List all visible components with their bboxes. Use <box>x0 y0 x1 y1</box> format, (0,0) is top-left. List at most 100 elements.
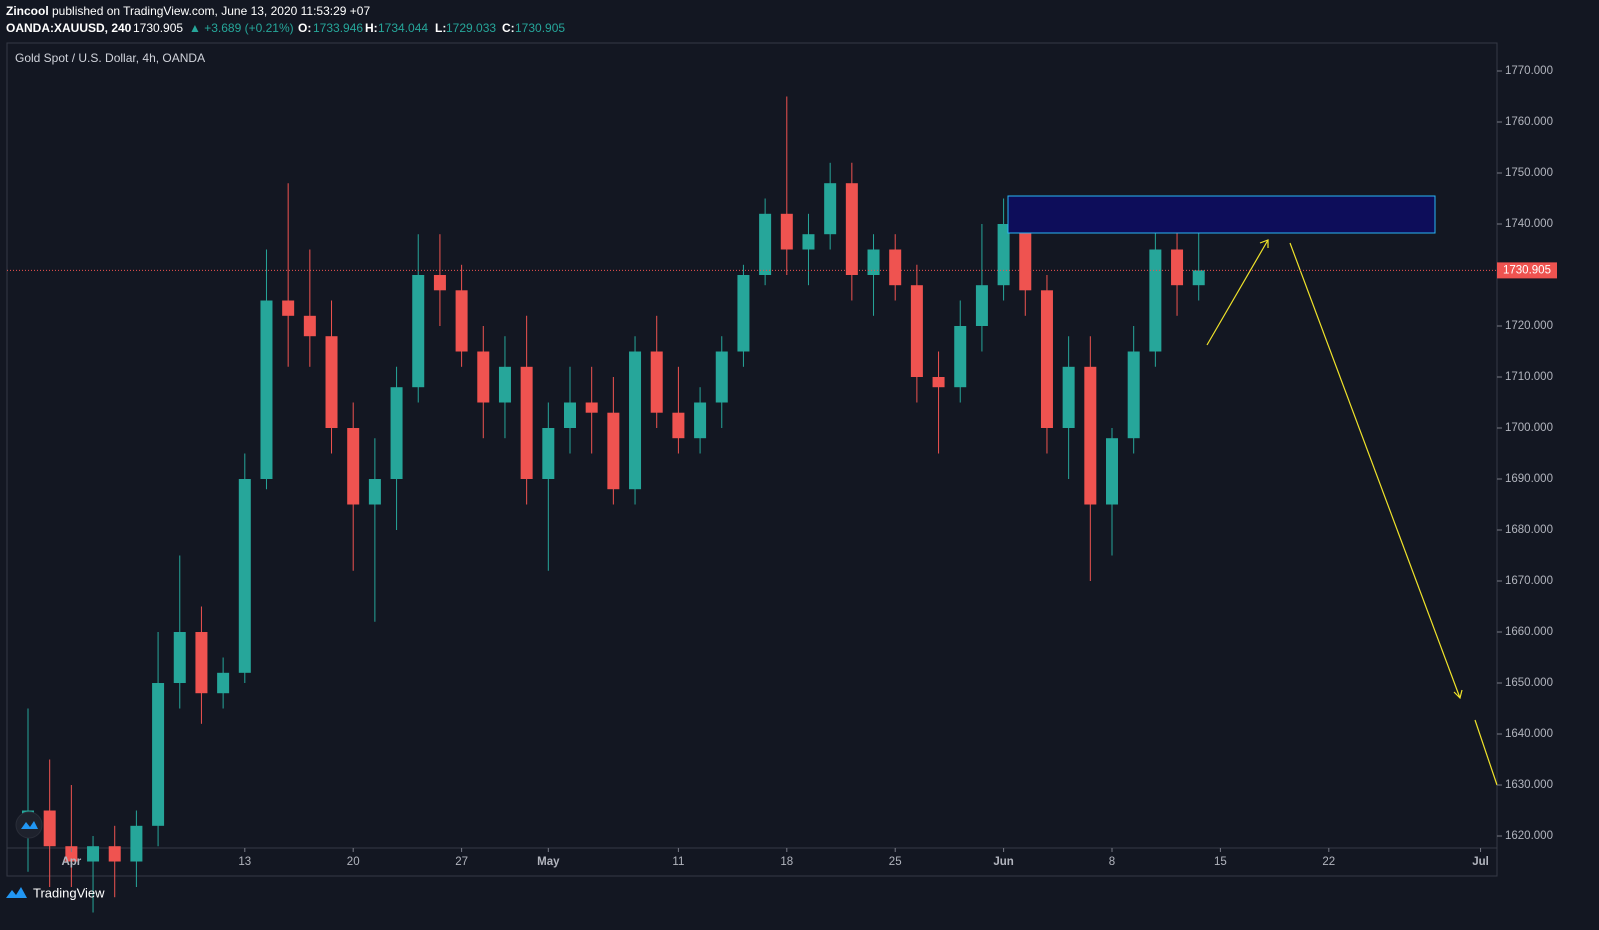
candle-body <box>845 183 858 276</box>
candle-body <box>780 213 793 250</box>
candle-body <box>260 300 273 480</box>
x-tick-label: 18 <box>780 856 793 868</box>
candle-body <box>1106 438 1118 505</box>
ohlc-value: 1734.044 <box>378 21 428 35</box>
y-tick-label: 1700.000 <box>1505 422 1553 434</box>
price: 1730.905 <box>133 21 183 35</box>
candle-body <box>455 290 468 352</box>
candle-body <box>802 234 815 250</box>
y-tick-label: 1710.000 <box>1505 371 1553 383</box>
candle-body <box>564 402 576 429</box>
candle-body <box>824 183 837 235</box>
candle-body <box>1127 351 1140 439</box>
ohlc-label: O: <box>298 21 311 35</box>
chart-title: Gold Spot / U.S. Dollar, 4h, OANDA <box>15 51 205 65</box>
x-tick-label: 15 <box>1214 856 1227 868</box>
candle-body <box>303 315 316 337</box>
candle-body <box>282 300 295 316</box>
candle-body <box>629 351 642 490</box>
candle-body <box>737 275 750 352</box>
candle-body <box>910 285 923 378</box>
y-tick-label: 1630.000 <box>1505 779 1553 791</box>
candle-body <box>1192 270 1205 286</box>
candle-body <box>932 377 945 388</box>
ohlc-label: H: <box>365 21 378 35</box>
candle-body <box>715 351 728 403</box>
ohlc-label: L: <box>435 21 446 35</box>
candle-body <box>390 387 403 480</box>
candle-body <box>368 479 381 505</box>
y-tick-label: 1760.000 <box>1505 116 1553 128</box>
y-tick-label: 1660.000 <box>1505 626 1553 638</box>
candle-body <box>607 412 620 490</box>
y-tick-label: 1650.000 <box>1505 677 1553 689</box>
symbol: OANDA:XAUUSD, 240 <box>6 21 132 35</box>
candle-body <box>65 846 78 862</box>
candle-body <box>672 412 685 439</box>
candle-body <box>217 672 230 694</box>
candle-body <box>87 846 100 862</box>
candle-body <box>498 366 511 403</box>
candle-body <box>433 275 446 291</box>
change: ▲ +3.689 (+0.21%) <box>189 21 294 35</box>
y-tick-label: 1680.000 <box>1505 524 1553 536</box>
y-tick-label: 1670.000 <box>1505 575 1553 587</box>
candle-body <box>542 428 555 480</box>
x-tick-label: Jul <box>1472 856 1489 868</box>
logo-badge <box>15 811 43 839</box>
x-tick-label: Apr <box>61 856 81 868</box>
candle-body <box>975 285 988 327</box>
candle-body <box>1171 249 1184 286</box>
y-tick-label: 1720.000 <box>1505 320 1553 332</box>
y-tick-label: 1750.000 <box>1505 167 1553 179</box>
x-tick-label: 22 <box>1322 856 1335 868</box>
candle-body <box>650 351 663 413</box>
candle-body <box>585 402 598 413</box>
candle-body <box>694 402 707 439</box>
last-price-box <box>1497 262 1557 279</box>
candle-body <box>195 632 208 694</box>
candle-body <box>759 213 772 276</box>
zone <box>1007 195 1436 234</box>
candle-body <box>173 632 186 684</box>
candle-body <box>867 249 880 276</box>
candle-body <box>1019 224 1032 291</box>
candle-body <box>347 428 360 505</box>
candle-body <box>108 846 121 862</box>
y-tick-label: 1640.000 <box>1505 728 1553 740</box>
candle-body <box>954 326 967 388</box>
footer-logo <box>6 887 27 898</box>
candle-body <box>1062 366 1075 429</box>
candle-body <box>325 336 338 429</box>
published: published on TradingView.com, June 13, 2… <box>52 4 370 18</box>
ohlc-label: C: <box>502 21 515 35</box>
ohlc-value: 1733.946 <box>313 21 363 35</box>
candle-body <box>477 351 490 403</box>
x-tick-label: 13 <box>238 856 251 868</box>
x-tick-label: 27 <box>455 856 468 868</box>
x-tick-label: 11 <box>672 856 684 868</box>
footer-brand: TradingView <box>33 885 105 900</box>
candle-body <box>1149 249 1162 352</box>
x-tick-label: 25 <box>889 856 902 868</box>
author: Zincool <box>6 4 49 18</box>
candle-body <box>1040 290 1053 429</box>
x-tick-label: May <box>537 856 560 868</box>
x-tick-label: Jun <box>993 856 1013 868</box>
candle-body <box>238 479 251 673</box>
candle-body <box>152 683 165 826</box>
x-tick-label: 8 <box>1109 856 1115 868</box>
y-tick-label: 1770.000 <box>1505 65 1553 77</box>
y-tick-label: 1690.000 <box>1505 473 1553 485</box>
ohlc-value: 1729.033 <box>446 21 496 35</box>
last-price-label: 1730.905 <box>1503 264 1551 276</box>
candle-body <box>43 810 56 847</box>
candle-body <box>130 825 143 862</box>
x-tick-label: 20 <box>347 856 360 868</box>
arrows <box>1206 239 1498 786</box>
candle-body <box>520 366 533 480</box>
candle-body <box>1084 366 1097 505</box>
